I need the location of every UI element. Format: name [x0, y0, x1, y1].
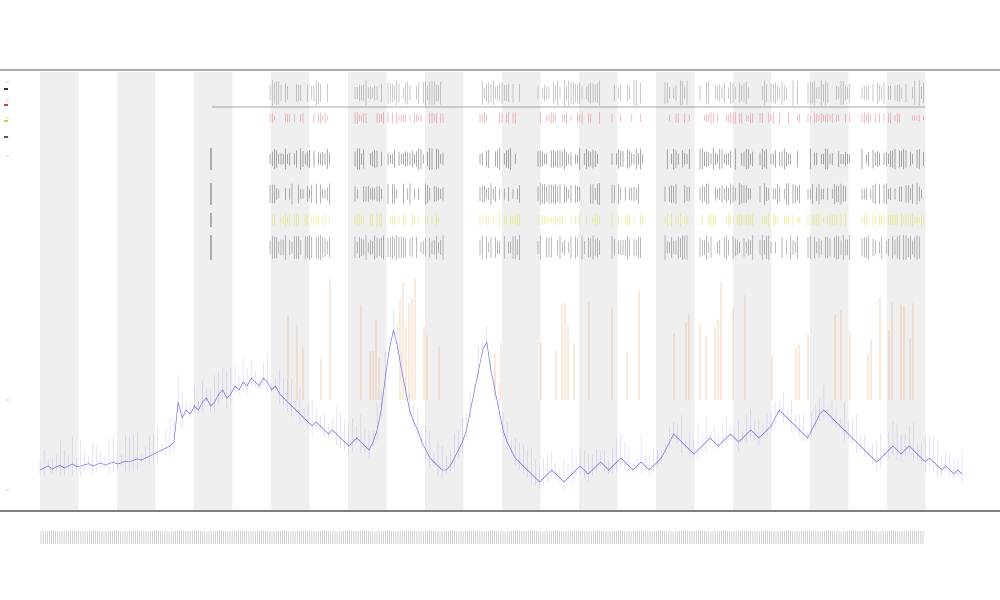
legend-item	[4, 114, 18, 130]
background-band	[579, 72, 618, 510]
background-band	[810, 72, 849, 510]
background-band	[656, 72, 695, 510]
background-band	[117, 72, 156, 510]
legend-swatch	[4, 88, 8, 90]
background-band	[40, 72, 79, 510]
background-band	[194, 72, 233, 510]
legend	[4, 82, 18, 146]
legend-item	[4, 98, 18, 114]
legend-item	[4, 82, 18, 98]
background-band	[271, 72, 310, 510]
legend-item	[4, 130, 18, 146]
background-band	[425, 72, 464, 510]
background-band	[348, 72, 387, 510]
legend-swatch	[4, 104, 8, 106]
legend-swatch	[4, 136, 8, 138]
series-line	[39, 329, 963, 483]
legend-swatch	[4, 120, 8, 122]
background-band	[887, 72, 926, 510]
background-band	[502, 72, 541, 510]
background-band	[733, 72, 772, 510]
